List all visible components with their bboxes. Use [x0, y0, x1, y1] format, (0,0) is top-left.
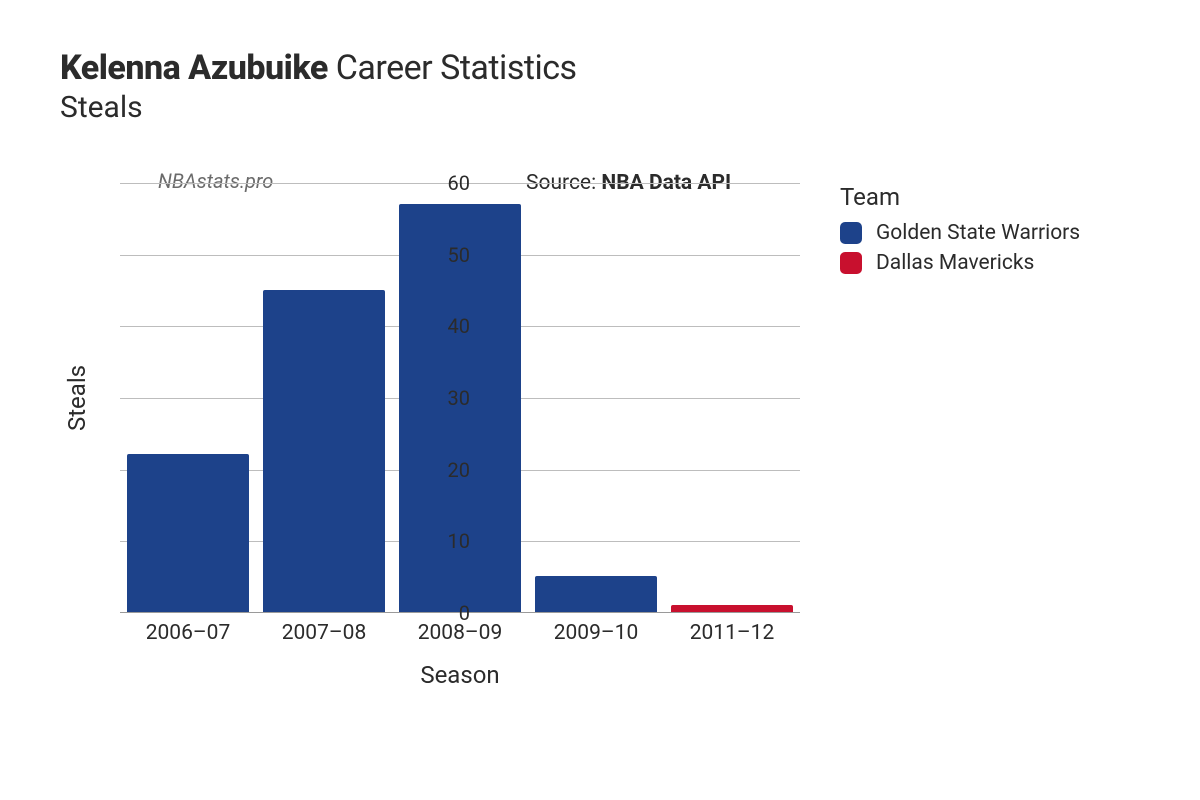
y-tick-label: 10 — [430, 529, 470, 553]
bar — [263, 290, 385, 613]
x-tick-label: 2008–09 — [418, 621, 503, 645]
bar — [671, 605, 793, 612]
y-tick-label: 40 — [430, 314, 470, 338]
bar — [127, 454, 249, 612]
x-tick-label: 2011–12 — [690, 621, 775, 645]
y-tick-label: 20 — [430, 458, 470, 482]
bar — [535, 576, 657, 612]
title-suffix: Career Statistics — [336, 48, 577, 88]
legend-item: Dallas Mavericks — [840, 251, 1080, 275]
y-tick-label: 30 — [430, 386, 470, 410]
y-axis-label: Steals — [44, 183, 110, 613]
legend-label: Dallas Mavericks — [876, 251, 1034, 275]
x-tick-label: 2009–10 — [554, 621, 639, 645]
legend-item: Golden State Warriors — [840, 221, 1080, 245]
legend-label: Golden State Warriors — [876, 221, 1080, 245]
chart-subtitle: Steals — [60, 90, 1160, 125]
player-name: Kelenna Azubuike — [60, 48, 328, 88]
legend: Team Golden State Warriors Dallas Maveric… — [840, 183, 1080, 281]
y-tick-label: 60 — [430, 171, 470, 195]
chart-title: Kelenna Azubuike Career Statistics — [60, 48, 1160, 88]
x-tick-label: 2007–08 — [282, 621, 367, 645]
y-tick-label: 50 — [430, 243, 470, 267]
x-axis-label: Season — [120, 661, 800, 689]
chart-area: NBAstats.pro Source: NBA Data API Steals… — [60, 153, 1160, 713]
legend-title: Team — [840, 183, 1080, 211]
legend-swatch — [840, 222, 862, 244]
x-tick-label: 2006–07 — [146, 621, 231, 645]
legend-swatch — [840, 252, 862, 274]
